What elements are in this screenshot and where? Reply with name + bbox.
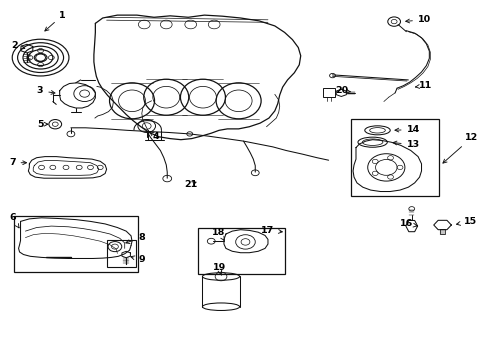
Bar: [350, 119, 438, 196]
Text: 11: 11: [415, 81, 431, 90]
Bar: [322, 88, 334, 97]
Text: 21: 21: [183, 180, 197, 189]
Text: 18: 18: [212, 228, 225, 240]
Text: 3: 3: [37, 86, 55, 95]
Bar: [198, 228, 285, 274]
Text: 5: 5: [37, 120, 48, 129]
Text: 16: 16: [399, 219, 416, 228]
Text: 13: 13: [392, 140, 419, 149]
Text: 9: 9: [130, 256, 145, 264]
Text: 2: 2: [11, 40, 25, 49]
Text: 6: 6: [9, 213, 19, 228]
Text: 1: 1: [45, 10, 66, 31]
Text: 7: 7: [9, 158, 26, 167]
Text: 12: 12: [442, 133, 478, 163]
Text: 10: 10: [405, 15, 430, 24]
Text: 8: 8: [125, 233, 145, 243]
Text: 20: 20: [334, 86, 350, 95]
Text: 14: 14: [394, 125, 419, 134]
Bar: [14, 216, 138, 272]
Bar: [439, 229, 445, 234]
Text: 19: 19: [212, 263, 225, 275]
Text: 17: 17: [261, 226, 282, 235]
Text: 15: 15: [456, 217, 476, 226]
Text: 4: 4: [149, 131, 159, 140]
Bar: [106, 240, 136, 267]
